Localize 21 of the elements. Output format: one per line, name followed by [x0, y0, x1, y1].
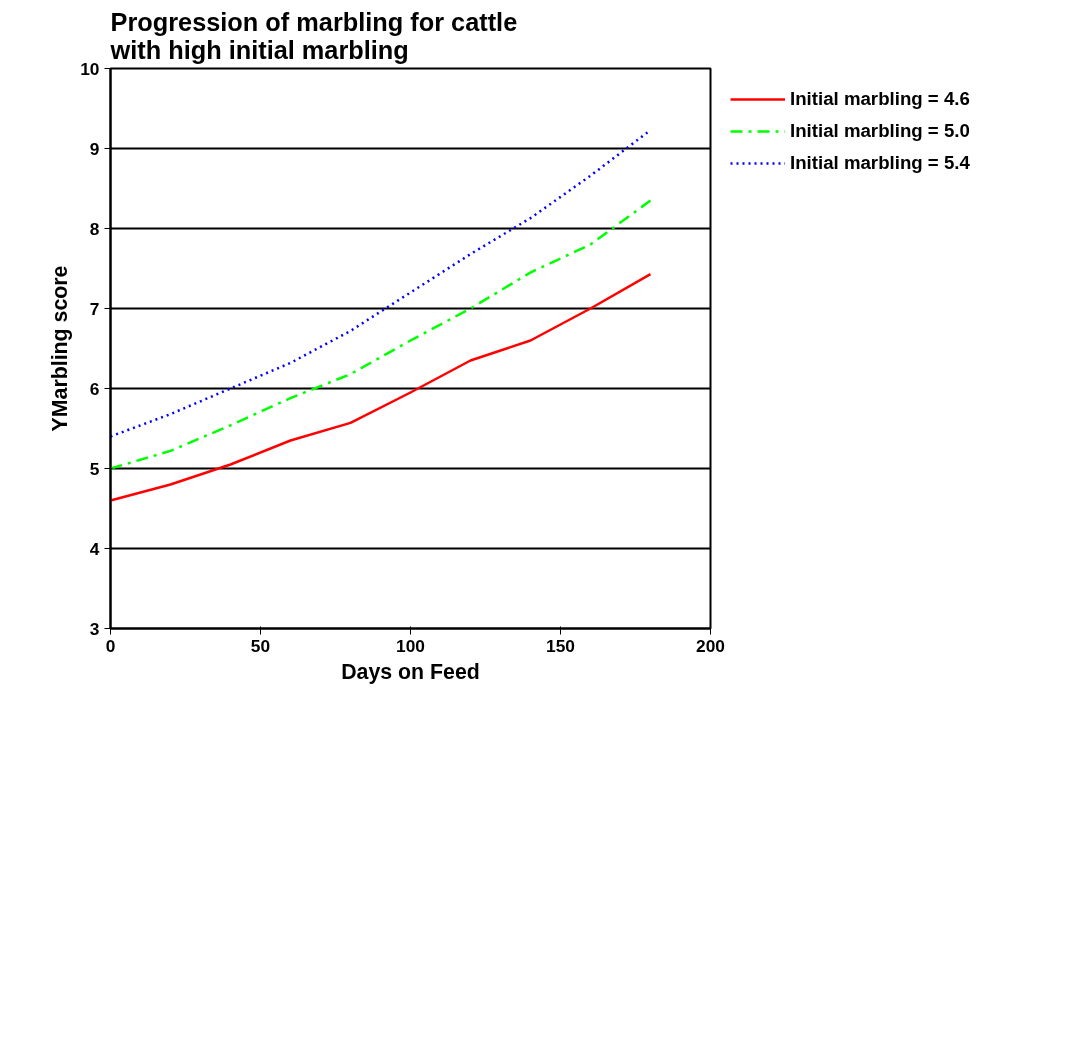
x-tick-label: 100: [396, 635, 425, 656]
y-tick-label: 6: [89, 378, 100, 399]
y-tick-label: 7: [89, 298, 100, 319]
y-tick-label: 4: [89, 538, 100, 559]
chart-title: Progression of marbling for cattle with high initial marbling: [109, 7, 518, 64]
y-tick-label: 9: [89, 138, 100, 159]
x-tick-label: 200: [696, 635, 725, 656]
line-series: [110, 272, 652, 502]
x-axis-title: Days on Feed: [341, 659, 480, 684]
line-series: [110, 199, 652, 470]
legend-label: Initial marbling = 4.6: [790, 88, 970, 110]
x-tick-label: 0: [105, 635, 116, 656]
legend-label: Initial marbling = 5.4: [790, 152, 970, 174]
y-axis-title: YMarbling score: [48, 265, 73, 432]
x-tick-label: 150: [546, 635, 575, 656]
y-tick-label: 8: [89, 218, 100, 239]
x-tick-label: 50: [250, 635, 271, 656]
y-tick-label: 3: [89, 618, 100, 639]
legend-label: Initial marbling = 5.0: [790, 120, 970, 142]
y-tick-label: 5: [89, 458, 100, 479]
y-tick-label: 10: [80, 58, 100, 79]
